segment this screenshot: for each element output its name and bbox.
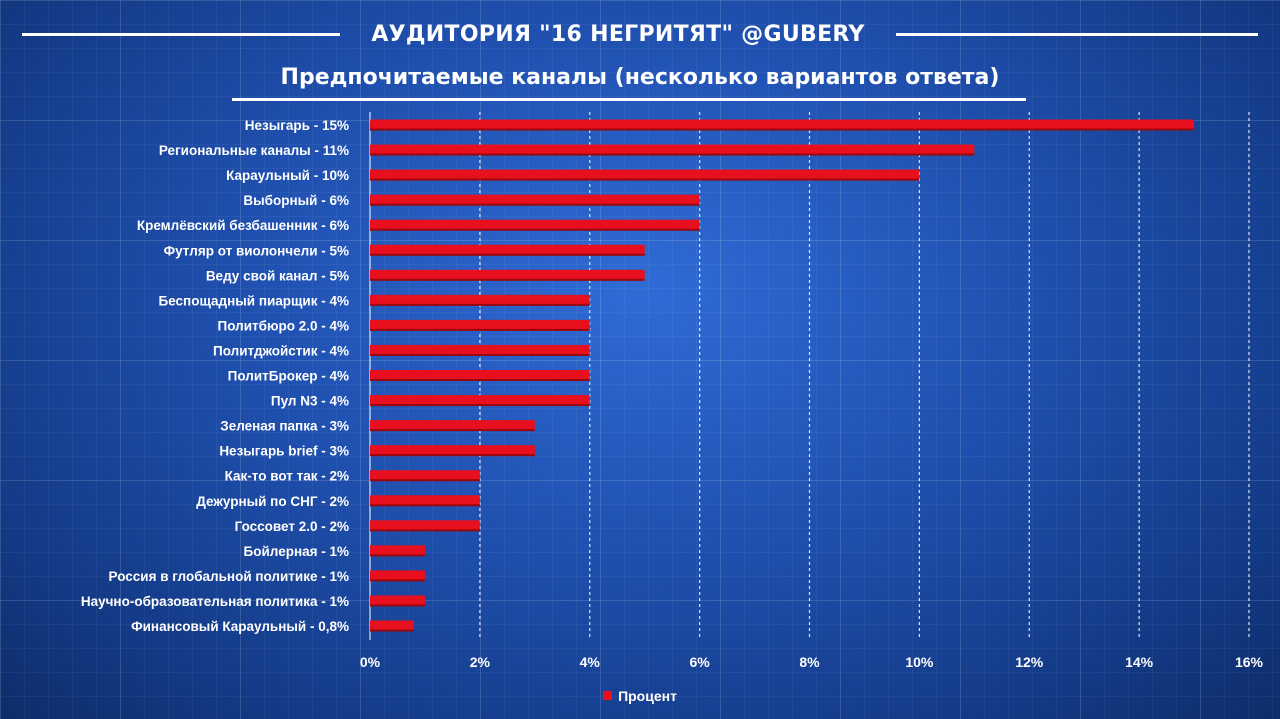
x-tick-label: 12% — [1015, 654, 1044, 670]
bar — [370, 395, 590, 407]
x-tick-label: 16% — [1235, 654, 1264, 670]
category-label: Пул N3 - 4% — [271, 394, 349, 409]
category-label: Выборный - 6% — [243, 193, 349, 208]
category-label: Госсовет 2.0 - 2% — [235, 519, 349, 534]
chart-title: АУДИТОРИЯ "16 НЕГРИТЯТ" @GUBERY — [371, 22, 865, 47]
bar — [370, 470, 480, 482]
bar-shadow — [370, 579, 425, 582]
bar — [370, 520, 480, 532]
legend: Процент — [0, 688, 1280, 704]
bar-shadow — [370, 303, 590, 306]
title-rule-left — [22, 33, 340, 36]
bar — [370, 620, 414, 632]
category-label: Политджойстик - 4% — [213, 343, 349, 358]
bar-shadow — [370, 629, 414, 632]
bar-shadow — [370, 504, 480, 507]
x-tick-label: 14% — [1125, 654, 1154, 670]
bar — [370, 144, 975, 156]
bar-shadow — [370, 554, 425, 557]
chart-subtitle: Предпочитаемые каналы (несколько вариант… — [280, 65, 1000, 90]
x-tick-label: 8% — [799, 654, 820, 670]
bar-shadow — [370, 353, 590, 356]
category-label: Научно-образовательная политика - 1% — [81, 594, 349, 609]
legend-swatch — [603, 691, 613, 700]
bar-shadow — [370, 479, 480, 482]
x-tick-label: 2% — [470, 654, 491, 670]
bar — [370, 570, 425, 582]
bar — [370, 219, 700, 231]
bar-shadow — [370, 328, 590, 331]
category-label: Веду свой канал - 5% — [206, 268, 349, 283]
category-label: Футляр от виолончели - 5% — [164, 243, 349, 258]
legend-label: Процент — [618, 688, 677, 704]
bar-shadow — [370, 429, 535, 432]
x-tick-label: 6% — [690, 654, 711, 670]
category-label: Россия в глобальной политике - 1% — [109, 569, 349, 584]
bar — [370, 595, 425, 607]
title-rule-right — [896, 33, 1258, 36]
bar — [370, 420, 535, 432]
category-label: Незыгарь - 15% — [245, 118, 349, 133]
bar-shadow — [370, 278, 645, 281]
category-label: Региональные каналы - 11% — [159, 143, 349, 158]
bar-shadow — [370, 153, 975, 156]
bar-shadow — [370, 379, 590, 381]
bar-shadow — [370, 404, 590, 407]
category-label: Бойлерная - 1% — [244, 544, 349, 559]
x-tick-label: 4% — [580, 654, 601, 670]
bar — [370, 294, 590, 306]
bar — [370, 545, 425, 557]
bar — [370, 194, 700, 206]
bar — [370, 370, 590, 381]
bar-shadow — [370, 128, 1195, 131]
subtitle-underline — [232, 98, 1026, 101]
bar — [370, 169, 920, 181]
bar — [370, 445, 535, 457]
x-tick-label: 10% — [905, 654, 934, 670]
bar — [370, 319, 590, 331]
bar-shadow — [370, 454, 535, 457]
category-label: Политбюро 2.0 - 4% — [218, 318, 350, 333]
category-label: Дежурный по СНГ - 2% — [196, 494, 349, 509]
x-tick-label: 0% — [360, 654, 381, 670]
category-label: Зеленая папка - 3% — [220, 419, 349, 434]
bar-shadow — [370, 529, 480, 532]
category-label: Финансовый Караульный - 0,8% — [131, 619, 349, 634]
bar-shadow — [370, 228, 700, 231]
bar-shadow — [370, 253, 645, 256]
category-label: Незыгарь brief - 3% — [219, 444, 349, 459]
bar — [370, 495, 480, 507]
bar — [370, 344, 590, 356]
bar — [370, 269, 645, 281]
bar — [370, 119, 1195, 131]
bar-shadow — [370, 203, 700, 206]
bar-shadow — [370, 604, 425, 607]
category-label: Кремлёвский безбашенник - 6% — [137, 218, 349, 233]
category-label: Как-то вот так - 2% — [225, 469, 349, 484]
bar — [370, 244, 645, 256]
bar-shadow — [370, 178, 920, 181]
category-label: Караульный - 10% — [226, 168, 349, 183]
category-label: Беспощадный пиарщик - 4% — [159, 293, 349, 308]
category-label: ПолитБрокер - 4% — [228, 369, 349, 384]
